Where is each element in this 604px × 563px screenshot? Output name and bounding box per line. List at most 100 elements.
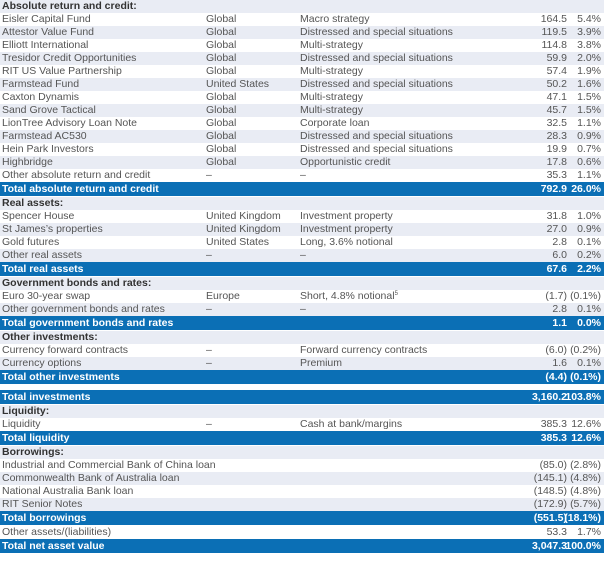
table-row: Other government bonds and rates – – 2.8 0.1… <box>0 303 604 316</box>
holding-name: RIT Senior Notes <box>2 498 83 510</box>
holding-value: 59.9 <box>546 52 567 64</box>
holding-value: (172.9) <box>533 498 567 510</box>
total-row: Total net asset value 3,047.3 100.0% <box>0 539 604 554</box>
holding-percent: 1.0% <box>577 210 601 222</box>
holding-value: 119.5 <box>541 26 568 38</box>
strategy-text: – <box>300 303 306 315</box>
table-row: Highbridge Global Opportunistic credit 17.8… <box>0 156 604 169</box>
holding-percent: 0.1% <box>577 236 601 248</box>
holding-value: 45.7 <box>546 104 567 116</box>
total-label: Total net asset value <box>2 540 105 552</box>
holding-country: Global <box>206 143 237 155</box>
section-header: Liquidity: <box>0 405 604 418</box>
holding-country: – <box>206 249 212 261</box>
table-row: Currency forward contracts – Forward curre… <box>0 344 604 357</box>
holding-value: 27.0 <box>546 223 567 235</box>
strategy-text: – <box>300 249 306 261</box>
holding-country: – <box>206 357 212 369</box>
holding-country: United States <box>206 78 270 90</box>
total-value: (551.5) <box>533 512 567 524</box>
strategy-text: Multi-strategy <box>300 65 364 77</box>
holding-percent: 12.6% <box>571 418 601 430</box>
strategy-text: Distressed and special situations <box>300 143 453 155</box>
holding-name: Commonwealth Bank of Australia loan <box>2 472 180 484</box>
holding-name: Attestor Value Fund <box>2 26 95 38</box>
section-title: Liquidity: <box>2 405 50 417</box>
holding-name: National Australia Bank loan <box>2 485 134 497</box>
holding-country: Global <box>206 52 237 64</box>
strategy-text: Multi-strategy <box>300 91 364 103</box>
holding-percent: 0.7% <box>577 143 601 155</box>
holding-value: 53.3 <box>546 526 567 538</box>
section-title: Other investments: <box>2 331 98 343</box>
holding-name: Other government bonds and rates <box>2 303 165 315</box>
section-title: Government bonds and rates: <box>2 277 152 289</box>
holding-name: Hein Park Investors <box>2 143 94 155</box>
table-row: Commonwealth Bank of Australia loan (145.… <box>0 472 604 485</box>
total-value: 67.6 <box>546 263 567 275</box>
holding-value: 2.8 <box>552 236 567 248</box>
strategy-text: Multi-strategy <box>300 39 364 51</box>
holding-value: 114.8 <box>541 39 568 51</box>
holding-value: 2.8 <box>552 303 567 315</box>
total-row: Total liquidity 385.3 12.6% <box>0 431 604 446</box>
holding-country: – <box>206 344 212 356</box>
total-row: Total investments 3,160.2 103.8% <box>0 390 604 405</box>
holding-name: St James’s properties <box>2 223 103 235</box>
holding-country: Global <box>206 26 237 38</box>
holding-percent: 0.1% <box>577 303 601 315</box>
holding-value: 385.3 <box>540 418 567 430</box>
holding-percent: (2.8%) <box>570 459 601 471</box>
holding-strategy: Short, 4.8% notional5 <box>300 290 398 303</box>
total-row: Total real assets 67.6 2.2% <box>0 262 604 277</box>
holding-name: Farmstead Fund <box>2 78 80 90</box>
holding-value: 32.5 <box>546 117 567 129</box>
table-row: RIT Senior Notes (172.9) (5.7%) <box>0 498 604 511</box>
table-row: St James’s properties United Kingdom Inves… <box>0 223 604 236</box>
table-row: Euro 30-year swap Europe Short, 4.8% notio… <box>0 290 604 303</box>
holding-percent: 3.9% <box>577 26 601 38</box>
holding-percent: 0.9% <box>577 223 601 235</box>
holding-name: Industrial and Commercial Bank of China … <box>2 459 216 471</box>
total-percent: 103.8% <box>565 391 601 403</box>
section-header: Absolute return and credit: <box>0 0 604 13</box>
holding-name: Caxton Dynamis <box>2 91 80 103</box>
strategy-text: Distressed and special situations <box>300 78 453 90</box>
holding-value: 6.0 <box>552 249 567 261</box>
holding-value: (148.5) <box>533 485 567 497</box>
section-header: Other investments: <box>0 331 604 344</box>
holding-strategy: Distressed and special situations <box>300 143 453 156</box>
holding-country: Global <box>206 65 237 77</box>
total-label: Total liquidity <box>2 432 70 444</box>
holding-strategy: – <box>300 249 306 262</box>
table-row: Gold futures United States Long, 3.6% noti… <box>0 236 604 249</box>
holding-strategy: Multi-strategy <box>300 91 363 104</box>
total-label: Total investments <box>2 391 91 403</box>
holding-strategy: Multi-strategy <box>300 39 363 52</box>
holding-strategy: – <box>300 169 306 182</box>
total-row: Total borrowings (551.5) (18.1%) <box>0 511 604 526</box>
strategy-text: Investment property <box>300 223 393 235</box>
holding-country: – <box>206 169 212 181</box>
holding-value: 50.2 <box>546 78 567 90</box>
holding-percent: 1.5% <box>577 104 601 116</box>
holding-country: Europe <box>206 290 240 302</box>
holding-strategy: Corporate loan <box>300 117 369 130</box>
holding-name: Gold futures <box>2 236 60 248</box>
total-row: Total government bonds and rates 1.1 0.0% <box>0 316 604 331</box>
holding-percent: (0.1%) <box>570 290 601 302</box>
holding-name: Highbridge <box>2 156 53 168</box>
holding-percent: 1.1% <box>577 117 601 129</box>
holding-strategy: Investment property <box>300 210 393 223</box>
strategy-text: Cash at bank/margins <box>300 418 403 430</box>
total-percent: 12.6% <box>571 432 601 444</box>
holding-strategy: Distressed and special situations <box>300 78 453 91</box>
holding-country: Global <box>206 117 237 129</box>
holding-name: Eisler Capital Fund <box>2 13 91 25</box>
holding-country: Global <box>206 39 237 51</box>
holding-name: Other real assets <box>2 249 82 261</box>
holding-name: Sand Grove Tactical <box>2 104 96 116</box>
total-percent: 100.0% <box>565 540 601 552</box>
holding-value: (145.1) <box>533 472 567 484</box>
holding-strategy: Multi-strategy <box>300 104 363 117</box>
